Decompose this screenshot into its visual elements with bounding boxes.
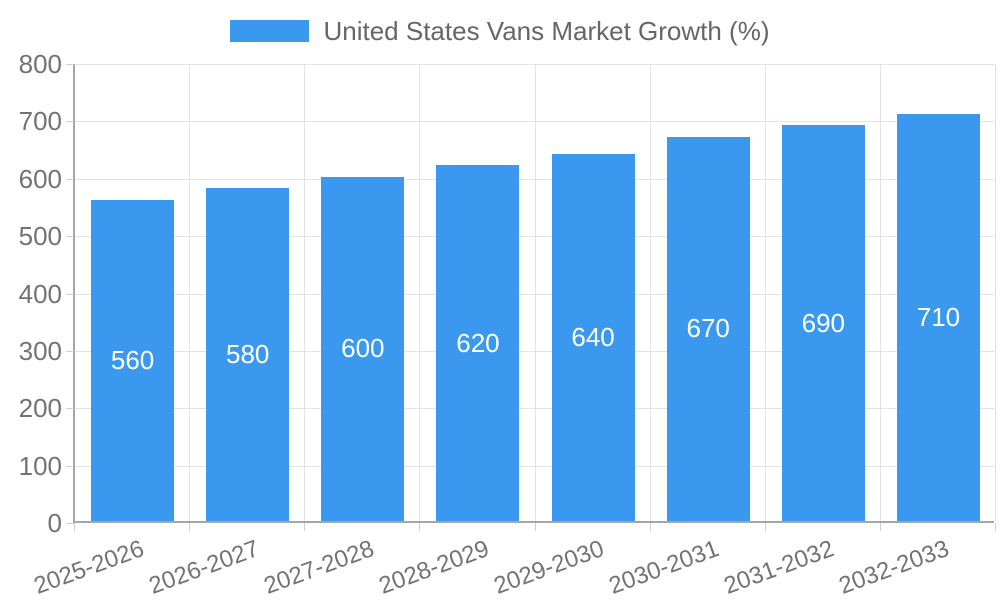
x-axis-tick-label: 2031-2032 [720,535,838,600]
y-axis-tick-label: 0 [47,508,62,538]
y-axis-tick-label: 800 [18,49,62,79]
gridline-x [995,64,996,521]
x-axis-tick-label: 2028-2029 [375,535,493,600]
legend-swatch [230,20,310,42]
gridline-x [649,64,651,521]
x-axis-tick-mark [534,523,536,531]
y-axis-tick-label: 600 [18,163,62,194]
gridline-x [534,64,536,521]
x-axis-tick-label: 2032-2033 [835,535,953,600]
x-axis-tick-mark [764,523,766,531]
y-axis-tick-mark [66,350,74,352]
gridline-x [304,64,306,521]
x-axis-tick-mark [879,523,881,531]
y-axis-tick-mark [66,523,74,524]
plot-area: 0 100 200 300 400 500 600 700 800 560 2025-2026 580… [19,51,996,600]
bar-value-label: 560 [110,344,155,375]
gridline-x [879,64,881,521]
y-axis-tick-mark [66,64,74,65]
x-axis-tick-mark [74,523,75,531]
y-axis-tick-label: 300 [18,335,62,366]
y-axis-tick-label: 400 [18,278,62,309]
y-axis-tick-mark [66,408,74,410]
bar-2032-2033[interactable]: 710 [896,113,980,521]
x-axis-tick-mark [995,523,996,531]
x-axis-tick-mark [189,523,191,531]
x-axis-tick-mark [649,523,651,531]
y-axis-tick-mark [66,178,74,180]
bar-2028-2029[interactable]: 620 [436,165,520,521]
x-axis-tick-label: 2027-2028 [260,535,378,600]
x-axis-tick-label: 2026-2027 [145,535,263,600]
x-axis-tick-label: 2030-2031 [605,535,723,600]
bar-2029-2030[interactable]: 640 [551,153,635,521]
bar-2031-2032[interactable]: 690 [781,125,865,521]
bar-value-label: 640 [571,321,615,352]
y-axis-tick-label: 700 [18,106,62,137]
bar-value-label: 710 [916,301,961,332]
y-axis-tick-label: 100 [18,450,62,481]
gridline-x [764,64,766,521]
y-axis-tick-label: 200 [18,393,62,424]
x-axis-tick-label: 2025-2026 [30,535,148,600]
bar-value-label: 620 [456,327,500,358]
legend-label: United States Vans Market Growth (%) [323,15,770,46]
y-axis-tick-mark [66,236,74,238]
y-axis-tick-mark [66,465,74,467]
bar-value-label: 580 [225,339,270,370]
legend[interactable]: United States Vans Market Growth (%) [0,14,1000,48]
gridline-x [419,64,421,521]
x-axis-tick-mark [304,523,306,531]
bar-2026-2027[interactable]: 580 [206,188,290,521]
x-axis-tick-label: 2029-2030 [490,535,608,600]
bar-value-label: 690 [801,307,845,338]
x-axis-tick-mark [419,523,421,531]
bar-value-label: 670 [686,313,730,344]
bar-2027-2028[interactable]: 600 [321,176,405,521]
y-axis-tick-mark [66,121,74,123]
bar-value-label: 600 [341,333,385,364]
bar-2030-2031[interactable]: 670 [666,136,750,521]
y-axis-tick-mark [66,293,74,295]
y-axis-tick-label: 500 [18,221,62,252]
bar-2025-2026[interactable]: 560 [91,199,175,521]
gridline-x [189,64,191,521]
